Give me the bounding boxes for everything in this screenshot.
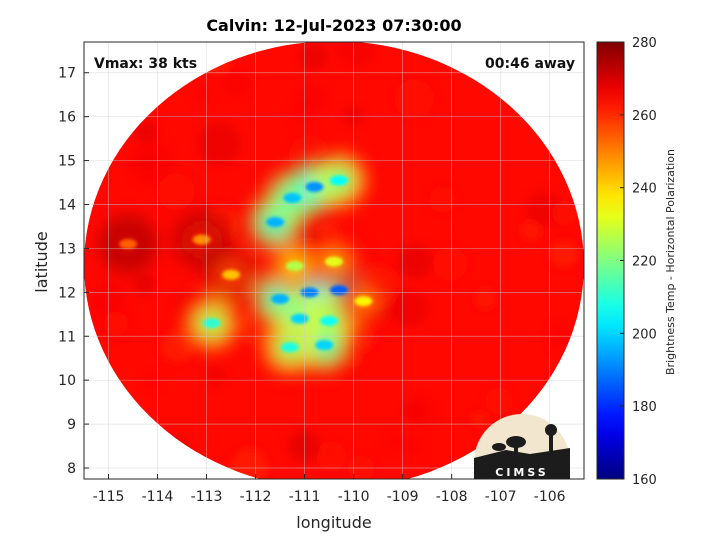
axes-frame <box>83 41 585 480</box>
colorbar-tick-label: 160 <box>632 473 657 488</box>
colorbar-tick-label: 200 <box>632 327 657 342</box>
colorbar-ticks: 280 260 240 220 200 180 160 <box>620 36 657 488</box>
x-tick-label: -114 <box>142 489 174 505</box>
feature-core-13 <box>325 256 343 267</box>
colorbar-bar <box>596 41 625 480</box>
feature-core-10 <box>329 175 348 186</box>
x-axis-label: longitude <box>296 513 371 532</box>
chart-title: Calvin: 12-Jul-2023 07:30:00 <box>206 16 461 35</box>
feature-core-8 <box>283 192 302 203</box>
y-tick-label: 8 <box>67 461 76 477</box>
feature-core-16 <box>119 239 138 250</box>
x-tick-label: -106 <box>534 489 566 505</box>
feature-core-11 <box>202 318 221 329</box>
feature-core-2 <box>271 293 290 304</box>
x-tick-label: -112 <box>240 489 272 505</box>
logo-text: CIMSS <box>495 466 548 479</box>
feature-core-0 <box>329 285 348 296</box>
y-axis-label: latitude <box>32 231 51 292</box>
y-tick-label: 15 <box>58 154 76 170</box>
vmax-annotation: Vmax: 38 kts <box>94 56 197 72</box>
x-tick-label: -110 <box>338 489 370 505</box>
feature-core-6 <box>280 342 299 353</box>
colorbar-tick-label: 180 <box>632 400 657 415</box>
feature-core-5 <box>315 340 334 351</box>
feature-core-7 <box>266 217 285 228</box>
colorbar: 280 260 240 220 200 180 160 Brightness Temp - … <box>596 36 677 488</box>
colorbar-tick-label: 260 <box>632 109 657 124</box>
y-tick-label: 10 <box>58 373 76 389</box>
x-tick-label: -113 <box>191 489 223 505</box>
x-tick-label: -115 <box>93 489 125 505</box>
y-tick-label: 9 <box>67 417 76 433</box>
x-tick-label: -111 <box>289 489 321 505</box>
time-away-annotation: 00:46 away <box>485 56 575 72</box>
x-tick-label: -109 <box>387 489 419 505</box>
feature-core-17 <box>354 296 373 307</box>
feature-core-12 <box>285 260 304 271</box>
colorbar-tick-label: 240 <box>632 182 657 197</box>
y-tick-label: 14 <box>58 198 76 214</box>
cimss-logo: CIMSS <box>474 414 570 479</box>
y-tick-label: 11 <box>58 329 76 345</box>
grid <box>84 42 584 479</box>
y-tick-label: 17 <box>58 66 76 82</box>
feature-core-3 <box>290 313 309 324</box>
y-tick-label: 12 <box>58 285 76 301</box>
feature-core-14 <box>222 269 241 280</box>
y-axis-ticks: 8 9 10 11 12 13 14 15 16 17 <box>58 66 89 477</box>
plot-area: -115 -114 -113 -112 -111 -110 -109 -108 -107 -106… <box>58 41 585 505</box>
colorbar-tick-label: 280 <box>632 36 657 51</box>
colorbar-tick-label: 220 <box>632 255 657 270</box>
x-axis-ticks: -115 -114 -113 -112 -111 -110 -109 -108 -107 -106 <box>93 474 566 505</box>
y-tick-label: 13 <box>58 241 76 257</box>
feature-core-15 <box>192 234 211 245</box>
colorbar-label: Brightness Temp - Horizontal Polarizatio… <box>664 149 677 375</box>
feature-core-9 <box>305 181 324 192</box>
y-tick-label: 16 <box>58 110 76 126</box>
x-tick-label: -107 <box>485 489 517 505</box>
feature-core-4 <box>320 315 339 326</box>
x-tick-label: -108 <box>436 489 468 505</box>
